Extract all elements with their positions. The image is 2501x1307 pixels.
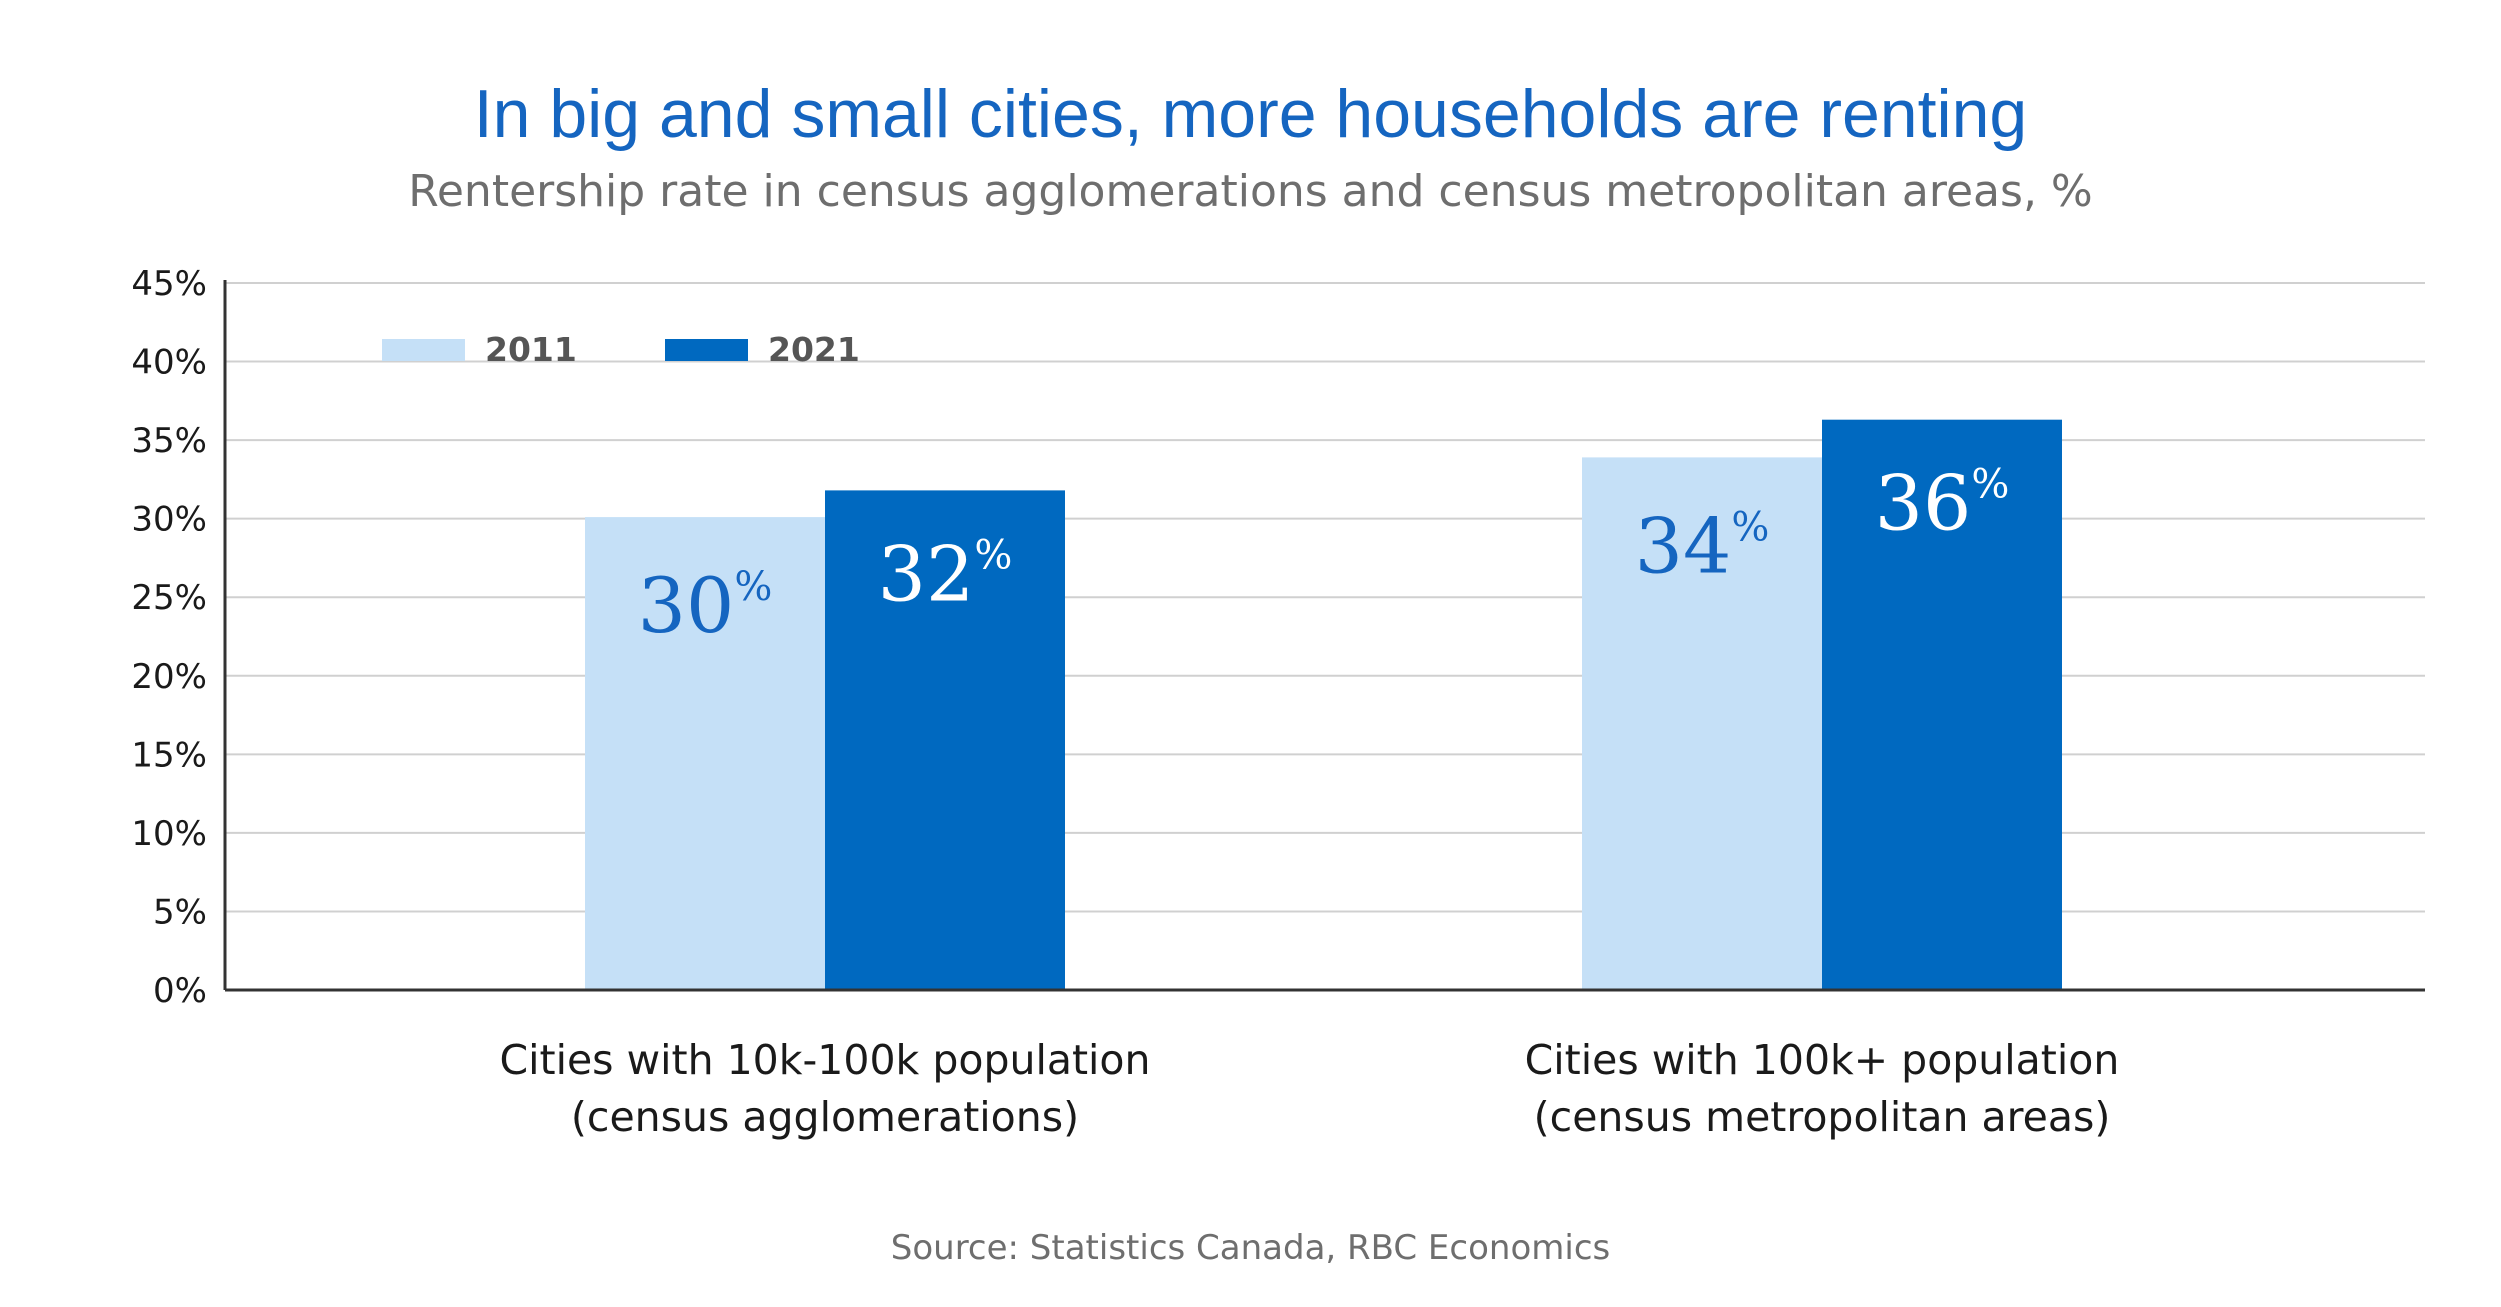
bar-2011-2 [1582,457,1822,991]
y-tick-label: 45% [131,264,207,304]
data-label: 36% [1875,459,2010,548]
legend-label-2021: 2021 [768,330,860,369]
legend-label-2011: 2011 [485,330,577,369]
data-label: 34% [1635,501,1770,590]
bar-2021-2 [1822,419,2062,991]
data-label: 32% [878,529,1013,618]
legend-swatch-2021 [665,339,748,361]
bar-2021-1 [825,490,1065,990]
x-category-label: Cities with 10k-100k population [499,1036,1150,1084]
y-tick-label: 35% [131,421,207,461]
bar-2011-1 [585,517,825,990]
y-tick-label: 20% [131,657,207,697]
y-tick-label: 5% [153,892,207,932]
y-tick-label: 30% [131,500,207,540]
x-category-label: (census metropolitan areas) [1534,1093,2111,1141]
data-label: 30% [638,561,773,650]
y-tick-label: 25% [131,578,207,618]
x-category-label: (census agglomerations) [571,1093,1079,1141]
chart-subtitle: Rentership rate in census agglomerations… [408,166,2093,217]
y-tick-label: 0% [153,971,207,1011]
y-tick-label: 40% [131,343,207,383]
chart-title: In big and small cities, more households… [473,76,2028,152]
x-category-label: Cities with 100k+ population [1525,1036,2120,1084]
y-tick-label: 15% [131,735,207,775]
y-tick-label: 10% [131,814,207,854]
source-note: Source: Statistics Canada, RBC Economics [890,1228,1611,1268]
legend-swatch-2011 [382,339,465,361]
